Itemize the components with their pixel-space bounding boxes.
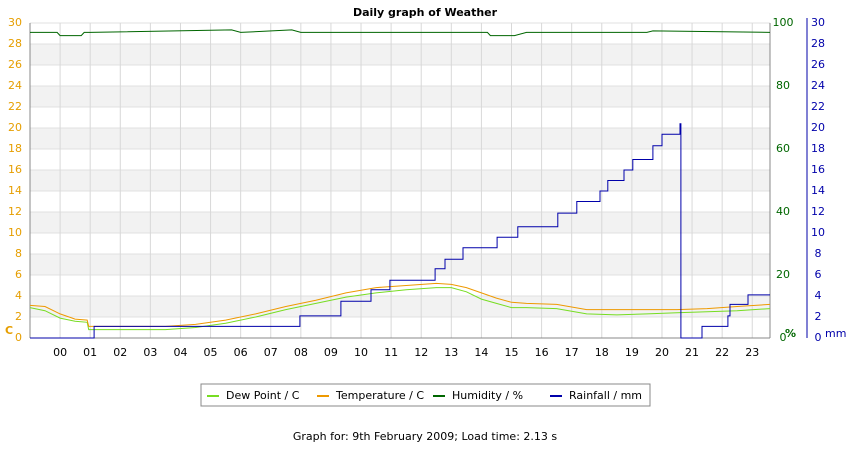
y2-tick-label: 60 — [776, 142, 790, 155]
x-tick-label: 13 — [444, 346, 458, 359]
series-line — [30, 123, 770, 339]
x-tick-label: 07 — [264, 346, 278, 359]
series-line — [29, 282, 771, 327]
y3-tick-label: 16 — [811, 163, 825, 176]
y3-tick-label: 8 — [815, 247, 822, 260]
y-tick-label: 22 — [8, 100, 22, 113]
y3-tick-label: 2 — [815, 310, 822, 323]
x-tick-label: 12 — [414, 346, 428, 359]
x-tick-label: 08 — [294, 346, 308, 359]
y2-tick-label: 80 — [776, 79, 790, 92]
x-tick-label: 22 — [715, 346, 729, 359]
footer: Graph for: 9th February 2009; Load time:… — [293, 430, 558, 443]
x-tick-label: 11 — [384, 346, 398, 359]
y3-tick-label: 24 — [811, 79, 825, 92]
y-tick-label: 24 — [8, 79, 22, 92]
x-tick-label: 04 — [173, 346, 187, 359]
y-tick-label: 28 — [8, 37, 22, 50]
y2-tick-label: 100 — [773, 16, 794, 29]
x-tick-label: 17 — [565, 346, 579, 359]
stripe — [30, 86, 770, 107]
y-tick-label: 6 — [15, 268, 22, 281]
legend-label: Rainfall / mm — [569, 389, 642, 402]
y3-tick-label: 18 — [811, 142, 825, 155]
x-tick-label: 06 — [234, 346, 248, 359]
x-tick-label: 05 — [204, 346, 218, 359]
y2-tick-label: 40 — [776, 205, 790, 218]
x-tick-label: 14 — [474, 346, 488, 359]
y3-tick-label: 22 — [811, 100, 825, 113]
y-tick-label: 16 — [8, 163, 22, 176]
legend-label: Temperature / C — [335, 389, 424, 402]
stripe — [30, 212, 770, 233]
y-tick-label: 18 — [8, 142, 22, 155]
y-tick-label: 2 — [15, 310, 22, 323]
chart-title: Daily graph of Weather — [353, 6, 498, 19]
x-tick-label: 10 — [354, 346, 368, 359]
y3-tick-label: 10 — [811, 226, 825, 239]
x-tick-label: 21 — [685, 346, 699, 359]
x-tick-label: 18 — [595, 346, 609, 359]
y3-tick-label: 26 — [811, 58, 825, 71]
x-tick-label: 23 — [745, 346, 759, 359]
y3-tick-label: 28 — [811, 37, 825, 50]
y-tick-label: 10 — [8, 226, 22, 239]
y3-tick-label: 12 — [811, 205, 825, 218]
y-tick-label: 26 — [8, 58, 22, 71]
x-tick-label: 02 — [113, 346, 127, 359]
legend-label: Dew Point / C — [226, 389, 300, 402]
y-tick-label: 0 — [15, 331, 22, 344]
stripe — [30, 170, 770, 191]
stripe — [30, 296, 770, 317]
y-axis-unit: C — [5, 324, 13, 337]
x-tick-label: 03 — [143, 346, 157, 359]
x-tick-label: 09 — [324, 346, 338, 359]
stripe — [30, 254, 770, 275]
x-tick-label: 15 — [504, 346, 518, 359]
y3-tick-label: 20 — [811, 121, 825, 134]
y-tick-label: 14 — [8, 184, 22, 197]
series-line — [30, 29, 771, 37]
x-tick-label: 01 — [83, 346, 97, 359]
stripe — [30, 44, 770, 65]
y2-tick-label: 0 — [780, 331, 787, 344]
y2-axis-unit: % — [785, 327, 796, 340]
y3-tick-label: 30 — [811, 16, 825, 29]
y3-tick-label: 0 — [815, 331, 822, 344]
legend-box — [200, 383, 651, 407]
x-tick-label: 00 — [53, 346, 67, 359]
y-tick-label: 8 — [15, 247, 22, 260]
y3-tick-label: 6 — [815, 268, 822, 281]
legend-label: Humidity / % — [452, 389, 523, 402]
y-tick-label: 20 — [8, 121, 22, 134]
x-tick-label: 19 — [625, 346, 639, 359]
x-tick-label: 16 — [535, 346, 549, 359]
y3-tick-label: 4 — [815, 289, 822, 302]
series-line — [29, 287, 771, 331]
y-tick-label: 30 — [8, 16, 22, 29]
y3-axis-unit: mm — [825, 327, 846, 340]
x-tick-label: 20 — [655, 346, 669, 359]
y-tick-label: 12 — [8, 205, 22, 218]
y2-tick-label: 20 — [776, 268, 790, 281]
stripe — [30, 128, 770, 149]
y-tick-label: 4 — [15, 289, 22, 302]
y3-tick-label: 14 — [811, 184, 825, 197]
